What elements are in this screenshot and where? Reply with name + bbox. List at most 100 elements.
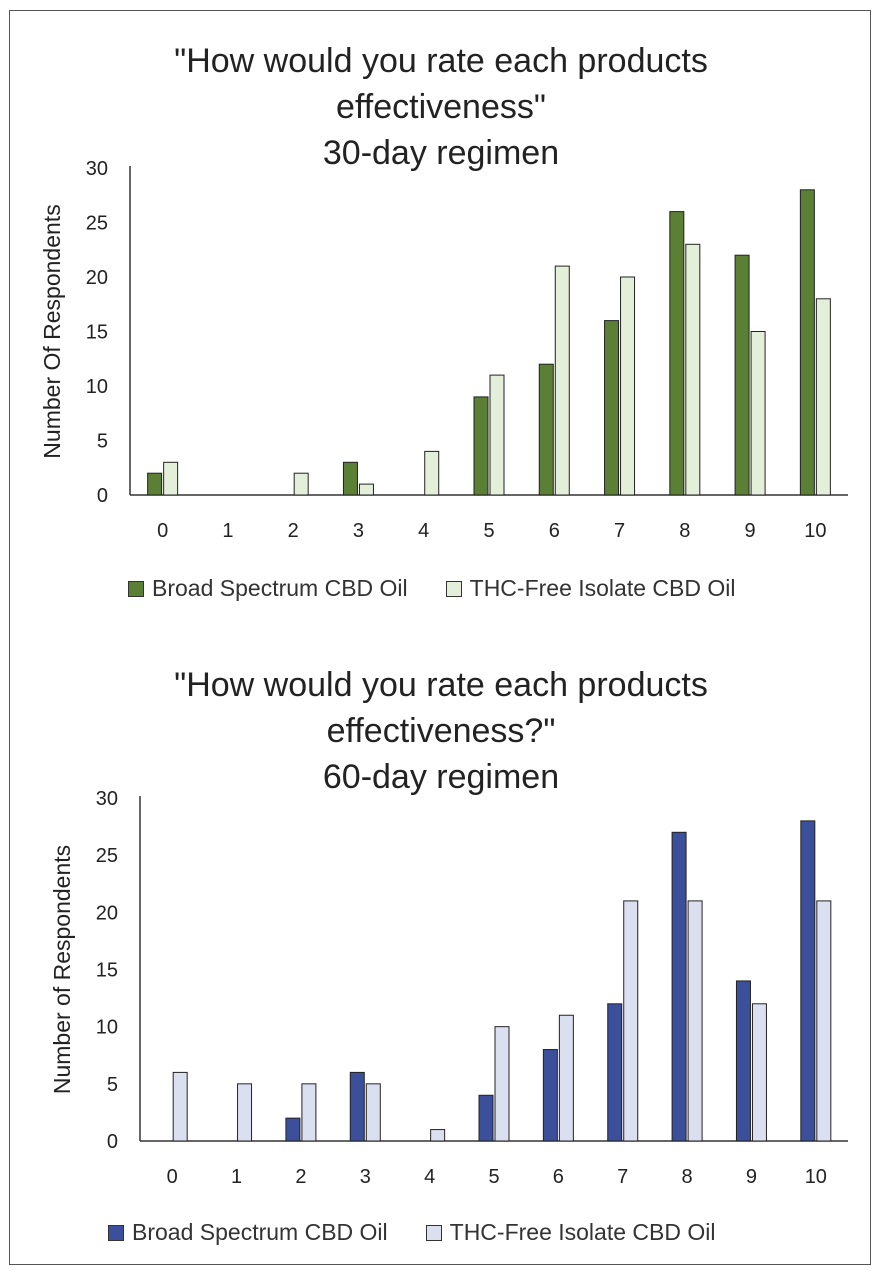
x-tick-label: 5	[483, 520, 494, 542]
x-tick-label: 0	[167, 1166, 178, 1188]
legend-item-broad-spectrum: Broad Spectrum CBD Oil	[128, 575, 408, 602]
x-tick-label: 4	[424, 1166, 435, 1188]
x-tick-label: 9	[745, 520, 756, 542]
legend-swatch	[108, 1224, 124, 1241]
chart-title-line: "How would you rate each products	[174, 42, 708, 80]
x-tick-label: 8	[682, 1166, 693, 1188]
y-tick-label: 30	[86, 158, 108, 180]
chart-title-line: 30-day regimen	[322, 134, 560, 172]
bar-thc-free-isolate	[685, 243, 701, 496]
bar-broad-spectrum	[147, 472, 163, 496]
y-tick-label: 20	[96, 902, 118, 924]
bar-thc-free-isolate	[430, 1129, 446, 1142]
bar-chart-30-day: 0 5 10 15 20 25 30 Number Of Respondents 0 1 2 3 4 5 6…	[39, 158, 848, 542]
bar-thc-free-isolate	[301, 1083, 317, 1142]
x-tick-label: 1	[231, 1166, 242, 1188]
x-tick-label: 9	[746, 1166, 757, 1188]
y-axis-title: Number Of Respondents	[39, 204, 65, 458]
x-tick-label: 6	[549, 520, 560, 542]
x-tick-label: 7	[617, 1166, 628, 1188]
bar-thc-free-isolate	[163, 461, 179, 496]
y-tick-label: 30	[96, 788, 118, 810]
bar-broad-spectrum	[669, 211, 685, 496]
bar-thc-free-isolate	[365, 1083, 381, 1142]
bar-broad-spectrum	[342, 461, 358, 496]
x-tick-label: 3	[353, 520, 364, 542]
bar-thc-free-isolate	[751, 1003, 767, 1142]
bar-broad-spectrum	[285, 1117, 301, 1142]
x-tick-label: 7	[614, 520, 625, 542]
legend-swatch	[425, 1224, 442, 1241]
bar-broad-spectrum	[349, 1071, 365, 1142]
y-tick-label: 20	[86, 267, 108, 289]
x-tick-label: 0	[157, 520, 168, 542]
bar-thc-free-isolate	[750, 331, 766, 496]
legend-label: THC-Free Isolate CBD Oil	[449, 1219, 716, 1245]
bar-broad-spectrum	[538, 363, 554, 496]
chart-title-line: effectiveness"	[336, 88, 546, 126]
x-tick-label: 3	[360, 1166, 371, 1188]
legend-swatch	[128, 580, 144, 597]
bar-thc-free-isolate	[424, 450, 440, 496]
y-tick-label: 10	[96, 1017, 118, 1039]
y-tick-label: 25	[96, 845, 118, 867]
chart-title-line: "How would you rate each products	[174, 666, 708, 704]
chart-title: "How would you rate each products effect…	[0, 38, 882, 176]
bar-thc-free-isolate	[293, 472, 309, 496]
bar-thc-free-isolate	[815, 298, 831, 496]
y-tick-label: 25	[86, 213, 108, 235]
legend-label: THC-Free Isolate CBD Oil	[469, 575, 736, 601]
y-tick-label: 0	[97, 485, 108, 507]
bar-broad-spectrum	[478, 1094, 494, 1142]
y-tick-label: 15	[96, 960, 118, 982]
legend-label: Broad Spectrum CBD Oil	[132, 1219, 388, 1245]
bar-thc-free-isolate	[623, 900, 639, 1142]
bar-thc-free-isolate	[489, 374, 505, 496]
bar-broad-spectrum	[671, 831, 687, 1142]
legend-item-thc-free-isolate: THC-Free Isolate CBD Oil	[445, 575, 736, 602]
bar-broad-spectrum	[735, 980, 751, 1142]
y-tick-label: 5	[97, 431, 108, 453]
bar-broad-spectrum	[799, 189, 815, 496]
bar-broad-spectrum	[800, 820, 816, 1142]
bar-thc-free-isolate	[237, 1083, 253, 1142]
bar-broad-spectrum	[473, 396, 489, 496]
bar-thc-free-isolate	[687, 900, 703, 1142]
x-tick-label: 4	[418, 520, 429, 542]
x-tick-label: 10	[805, 1166, 827, 1188]
x-tick-label: 6	[553, 1166, 564, 1188]
x-tick-label: 8	[679, 520, 690, 542]
legend-swatch	[445, 580, 462, 597]
bar-thc-free-isolate	[358, 483, 374, 496]
figure-frame	[9, 10, 871, 1265]
bar-thc-free-isolate	[558, 1014, 574, 1142]
x-tick-label: 5	[488, 1166, 499, 1188]
bar-broad-spectrum	[607, 1003, 623, 1142]
x-tick-label: 10	[804, 520, 826, 542]
bar-chart-60-day: 0 5 10 15 20 25 30 Number of Respondents 0 1 2 3 4 5 6…	[49, 788, 848, 1188]
legend-item-thc-free-isolate: THC-Free Isolate CBD Oil	[425, 1219, 716, 1246]
x-tick-label: 2	[288, 520, 299, 542]
bar-broad-spectrum	[604, 320, 620, 496]
legend: Broad Spectrum CBD Oil THC-Free Isolate …	[108, 1219, 753, 1246]
bar-thc-free-isolate	[554, 265, 570, 496]
x-tick-label: 1	[222, 520, 233, 542]
chart-title-line: 60-day regimen	[322, 758, 560, 796]
bar-thc-free-isolate	[816, 900, 832, 1142]
chart-title-line: effectiveness?"	[326, 712, 556, 750]
y-axis-title: Number of Respondents	[49, 845, 75, 1094]
legend: Broad Spectrum CBD Oil THC-Free Isolate …	[128, 575, 773, 602]
legend-label: Broad Spectrum CBD Oil	[152, 575, 408, 601]
y-tick-label: 0	[107, 1131, 118, 1153]
y-tick-label: 10	[86, 376, 108, 398]
bar-thc-free-isolate	[172, 1071, 188, 1142]
bar-thc-free-isolate	[494, 1026, 510, 1142]
y-tick-label: 15	[86, 322, 108, 344]
x-tick-label: 2	[295, 1166, 306, 1188]
bar-broad-spectrum	[542, 1049, 558, 1142]
bar-broad-spectrum	[734, 254, 750, 496]
bar-thc-free-isolate	[620, 276, 636, 496]
chart-title: "How would you rate each products effect…	[0, 662, 882, 800]
y-tick-label: 5	[107, 1074, 118, 1096]
legend-item-broad-spectrum: Broad Spectrum CBD Oil	[108, 1219, 388, 1246]
